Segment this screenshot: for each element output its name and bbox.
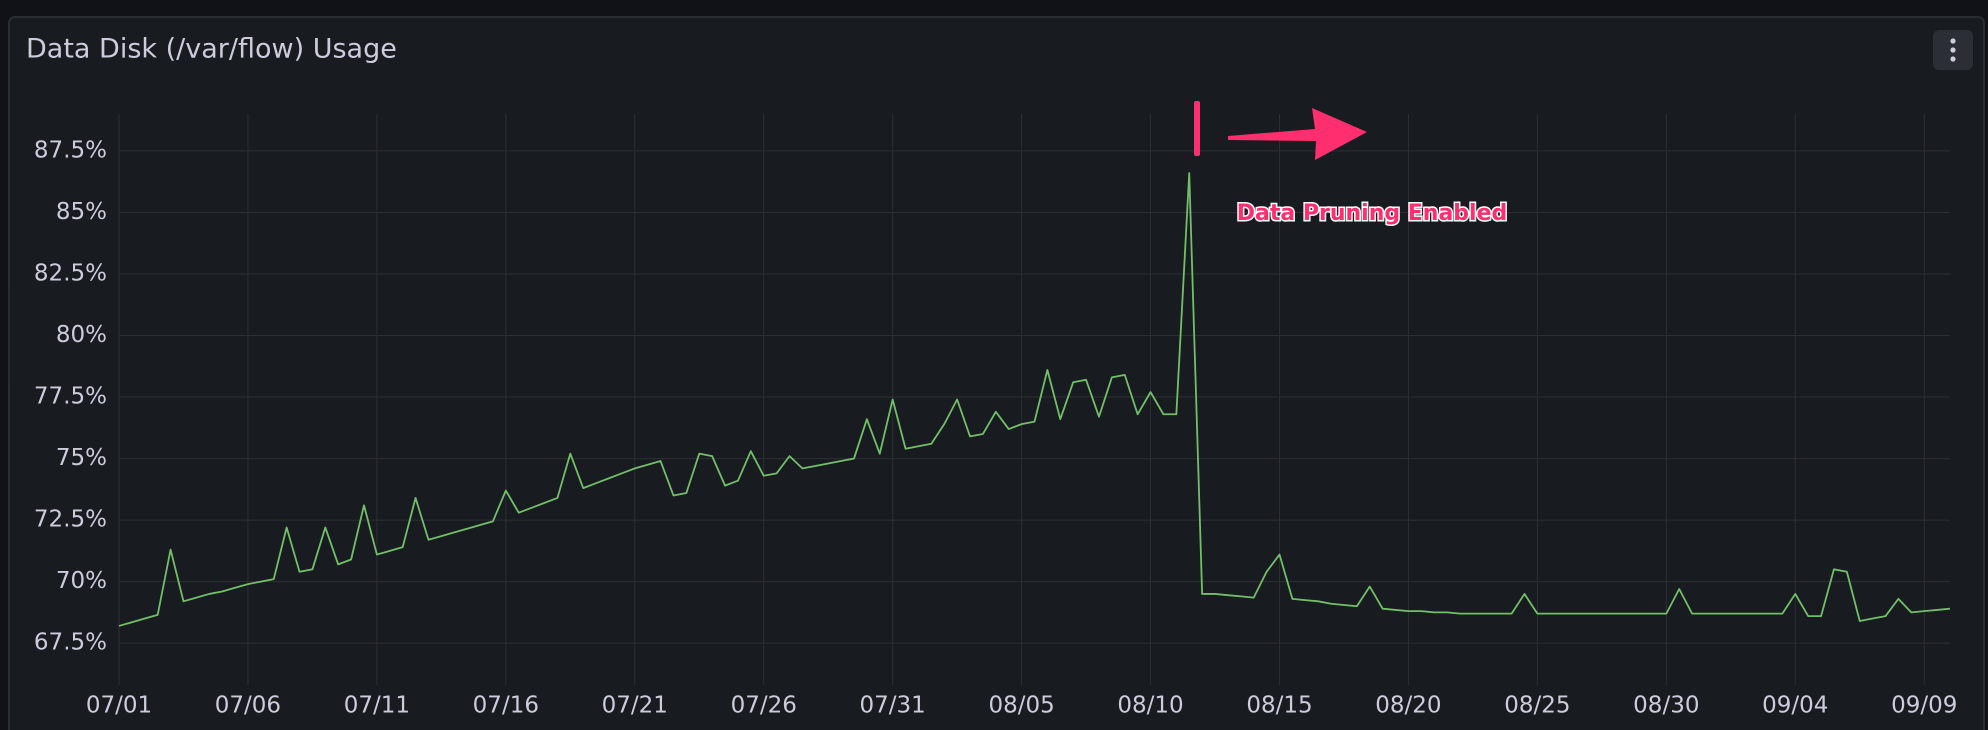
x-tick-label: 08/10 xyxy=(1117,693,1183,719)
y-tick-label: 75% xyxy=(56,445,107,471)
annotation-arrow xyxy=(1228,108,1367,160)
panel-title: Data Disk (/var/flow) Usage xyxy=(26,34,397,65)
x-tick-label: 09/09 xyxy=(1891,693,1957,719)
x-tick-label: 07/16 xyxy=(473,693,539,719)
x-tick-label: 09/04 xyxy=(1762,693,1828,719)
y-tick-label: 70% xyxy=(56,568,107,594)
data-line xyxy=(118,172,1951,627)
x-tick-label: 08/25 xyxy=(1504,693,1570,719)
y-tick-label: 85% xyxy=(56,199,107,225)
plot xyxy=(118,172,1951,627)
y-tick-label: 80% xyxy=(56,322,107,348)
y-tick-label: 67.5% xyxy=(34,630,107,656)
x-tick-label: 08/20 xyxy=(1375,693,1441,719)
x-tick-label: 08/30 xyxy=(1633,693,1699,719)
panel xyxy=(8,16,1985,730)
x-tick-label: 07/11 xyxy=(344,693,410,719)
x-tick-label: 07/31 xyxy=(860,693,926,719)
x-tick-label: 08/15 xyxy=(1246,693,1312,719)
y-tick-label: 72.5% xyxy=(34,507,107,533)
y-tick-label: 87.5% xyxy=(34,137,107,163)
x-tick-label: 07/21 xyxy=(602,693,668,719)
y-tick-label: 77.5% xyxy=(34,384,107,410)
x-tick-label: 07/06 xyxy=(215,693,281,719)
y-tick-label: 82.5% xyxy=(34,260,107,286)
x-tick-label: 07/01 xyxy=(86,693,152,719)
grid xyxy=(118,114,1950,685)
x-tick-label: 07/26 xyxy=(731,693,797,719)
annotation-text: Data Pruning Enabled xyxy=(1237,201,1508,226)
menu-dot[interactable] xyxy=(1950,56,1956,62)
menu-dot[interactable] xyxy=(1950,47,1956,53)
menu-dot[interactable] xyxy=(1950,38,1956,44)
x-tick-label: 08/05 xyxy=(988,693,1054,719)
menu-button[interactable] xyxy=(1933,30,1973,70)
annotation-marker xyxy=(1194,101,1200,156)
